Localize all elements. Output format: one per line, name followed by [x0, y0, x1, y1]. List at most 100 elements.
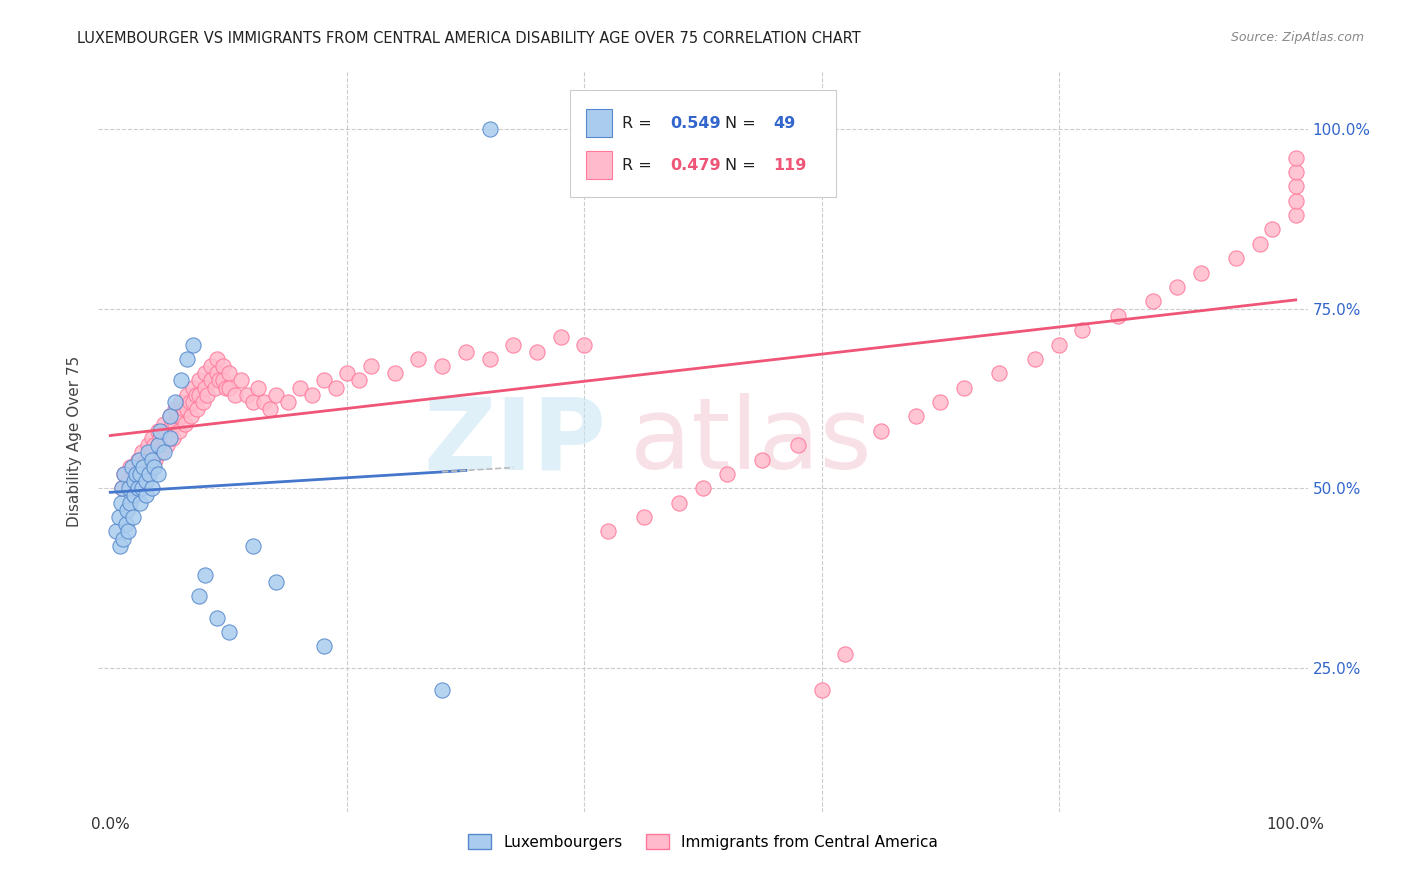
Point	[988, 366, 1011, 380]
Point	[218, 625, 240, 640]
Point	[143, 452, 166, 467]
Point	[114, 467, 136, 481]
Point	[165, 395, 187, 409]
Point	[212, 359, 235, 373]
Point	[146, 438, 169, 452]
Point	[125, 467, 148, 481]
Point	[184, 388, 207, 402]
Point	[173, 402, 195, 417]
Point	[574, 337, 596, 351]
Point	[146, 438, 169, 452]
Point	[129, 459, 152, 474]
Point	[905, 409, 928, 424]
Point	[115, 503, 138, 517]
Point	[152, 417, 174, 431]
Point	[205, 351, 228, 366]
Point	[204, 381, 226, 395]
Point	[135, 488, 157, 502]
Point	[312, 374, 335, 388]
FancyBboxPatch shape	[569, 90, 837, 197]
Text: ZIP: ZIP	[423, 393, 606, 490]
Point	[150, 445, 173, 459]
Point	[1071, 323, 1094, 337]
Point	[167, 424, 190, 438]
Point	[191, 395, 214, 409]
Point	[312, 640, 335, 654]
FancyBboxPatch shape	[586, 109, 613, 137]
Point	[432, 682, 454, 697]
Point	[1225, 252, 1247, 266]
Point	[120, 495, 142, 509]
Text: N =: N =	[724, 116, 761, 131]
Point	[929, 395, 952, 409]
Point	[200, 359, 222, 373]
Point	[224, 388, 246, 402]
Text: R =: R =	[621, 116, 657, 131]
Point	[122, 474, 145, 488]
Point	[325, 381, 347, 395]
Point	[384, 366, 406, 380]
Point	[526, 344, 548, 359]
Point	[1249, 236, 1271, 251]
Point	[834, 647, 856, 661]
Y-axis label: Disability Age Over 75: Disability Age Over 75	[67, 356, 83, 527]
Point	[141, 481, 163, 495]
Text: LUXEMBOURGER VS IMMIGRANTS FROM CENTRAL AMERICA DISABILITY AGE OVER 75 CORRELATI: LUXEMBOURGER VS IMMIGRANTS FROM CENTRAL …	[77, 31, 860, 46]
Point	[136, 438, 159, 452]
Point	[360, 359, 382, 373]
Point	[194, 366, 217, 380]
Point	[114, 517, 136, 532]
Point	[786, 438, 808, 452]
Point	[111, 481, 134, 495]
Point	[408, 351, 430, 366]
Point	[179, 395, 201, 409]
Point	[117, 474, 139, 488]
Point	[122, 467, 145, 481]
Point	[135, 474, 157, 488]
Point	[143, 459, 166, 474]
Point	[336, 366, 359, 380]
Point	[1285, 194, 1308, 208]
Point	[121, 510, 143, 524]
Point	[478, 121, 501, 136]
Point	[194, 381, 217, 395]
Point	[160, 417, 183, 431]
Text: N =: N =	[724, 158, 761, 173]
Point	[159, 431, 181, 445]
Point	[181, 381, 204, 395]
Point	[111, 481, 134, 495]
Point	[110, 495, 132, 509]
Point	[127, 481, 149, 495]
Point	[301, 388, 323, 402]
Text: R =: R =	[621, 158, 657, 173]
Point	[181, 395, 204, 409]
Point	[132, 459, 155, 474]
Point	[122, 488, 145, 502]
Point	[128, 452, 150, 467]
Point	[176, 388, 198, 402]
Point	[159, 424, 181, 438]
Point	[242, 395, 264, 409]
Point	[242, 539, 264, 553]
Point	[347, 374, 370, 388]
Point	[200, 374, 222, 388]
Point	[1142, 294, 1164, 309]
Point	[120, 459, 142, 474]
Point	[121, 481, 143, 495]
Point	[143, 438, 166, 452]
Point	[156, 438, 179, 452]
Point	[188, 374, 211, 388]
Text: 0.549: 0.549	[671, 116, 721, 131]
Point	[253, 395, 276, 409]
Point	[165, 417, 187, 431]
Point	[186, 402, 208, 417]
Point	[633, 510, 655, 524]
Point	[1189, 266, 1212, 280]
Point	[1285, 151, 1308, 165]
Point	[432, 359, 454, 373]
Point	[121, 459, 143, 474]
Point	[118, 481, 141, 495]
Point	[208, 374, 231, 388]
Point	[277, 395, 299, 409]
Point	[1261, 222, 1284, 236]
